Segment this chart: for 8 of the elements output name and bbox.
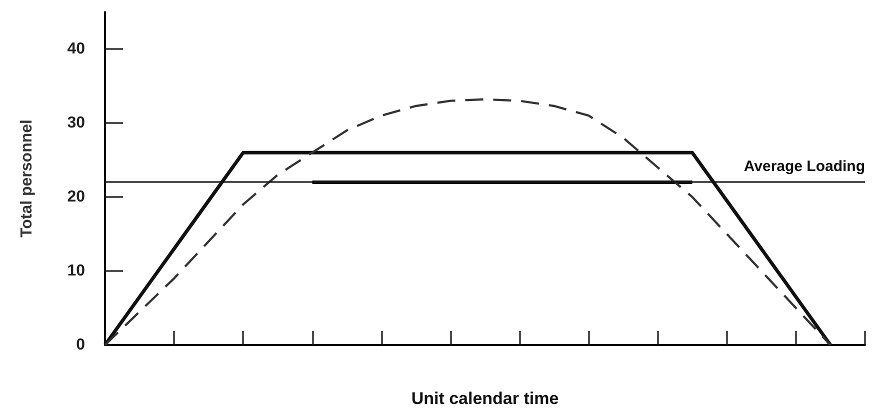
y-axis-title: Total personnel (18, 120, 36, 238)
ref-line-label: Average Loading (744, 158, 865, 176)
x-axis-title: Unit calendar time (411, 389, 559, 408)
y-tick-label: 0 (76, 336, 86, 354)
y-tick-label: 40 (67, 40, 86, 58)
y-tick-label: 20 (67, 188, 86, 206)
y-tick-label: 10 (67, 262, 86, 280)
y-tick-label: 30 (67, 114, 86, 132)
